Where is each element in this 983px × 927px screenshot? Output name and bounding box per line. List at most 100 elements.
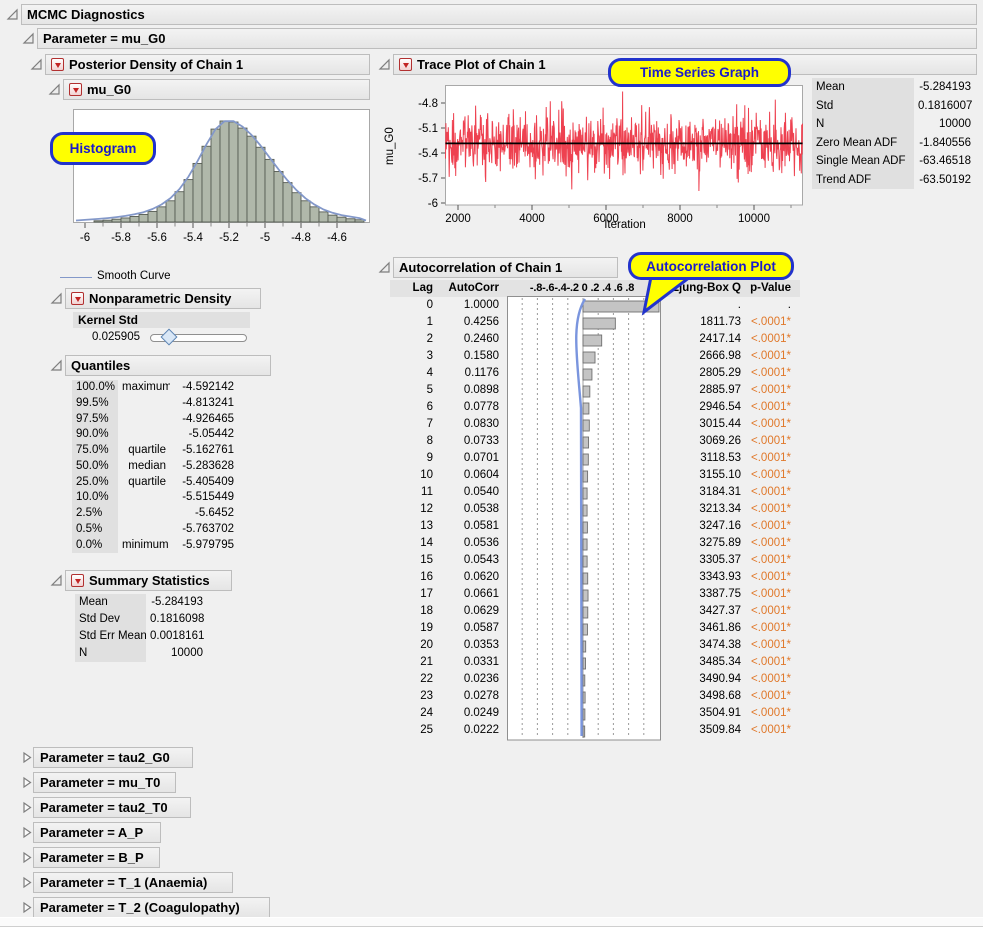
stat-label: Std	[812, 96, 914, 115]
section-header-nonparametric-density[interactable]: Nonparametric Density	[65, 288, 261, 309]
quantile-label	[118, 412, 170, 428]
disclosure-icon[interactable]	[50, 359, 63, 372]
section-header-mcmc-diagnostics[interactable]: MCMC Diagnostics	[21, 4, 977, 25]
p-value: <.0001*	[751, 724, 791, 736]
section-header-mu-g0[interactable]: mu_G0	[63, 79, 370, 100]
quantile-value: -5.405409	[182, 475, 234, 488]
p-value: <.0001*	[751, 384, 791, 396]
trace-y-axis-label: mu_G0	[384, 127, 396, 165]
p-value: .	[787, 299, 791, 311]
quantile-label: quartile	[128, 475, 166, 488]
column-header-lag: Lag	[412, 282, 433, 294]
quantile-label: quartile	[128, 444, 166, 456]
autocorr-value: 0.0353	[463, 639, 499, 651]
p-value: <.0001*	[751, 656, 791, 668]
collapsed-parameter-header[interactable]: Parameter = mu_T0	[33, 772, 176, 793]
table-row: 90.0% -5.05442	[72, 427, 238, 443]
stat-value: -63.46518	[919, 155, 971, 167]
table-row: Std Dev 0.1816098	[75, 611, 207, 628]
disclosure-icon[interactable]	[48, 83, 61, 96]
table-row: 97.5% -4.926465	[72, 411, 238, 428]
callout-label: Histogram	[69, 141, 137, 156]
svg-text:-4.6: -4.6	[327, 232, 347, 244]
stat-label: Mean	[75, 594, 146, 611]
table-row: Std Err Mean 0.0018161	[75, 628, 207, 645]
disclosure-icon[interactable]	[50, 292, 63, 305]
stat-value: 0.1816098	[150, 613, 205, 625]
section-header-quantiles[interactable]: Quantiles	[65, 355, 271, 376]
table-row: 10.0% -5.515449	[72, 490, 238, 506]
p-value: <.0001*	[751, 435, 791, 447]
disclosure-icon[interactable]	[6, 8, 19, 21]
svg-text:2000: 2000	[445, 213, 471, 225]
disclosure-icon-collapsed[interactable]	[20, 826, 33, 839]
ljung-box-q-value: 3509.84	[699, 724, 741, 736]
kernel-std-slider-track[interactable]	[150, 334, 247, 342]
lag-value: 3	[426, 350, 433, 362]
histogram-plot[interactable]: -6 -5.8 -5.6 -5.4 -5.2 -5 -4.8 -4.6	[73, 109, 370, 254]
section-header-posterior-density[interactable]: Posterior Density of Chain 1	[45, 54, 370, 75]
lag-value: 5	[426, 384, 433, 396]
lag-value: 18	[420, 605, 433, 617]
table-row: 0.5% -5.763702	[72, 521, 238, 538]
disclosure-icon[interactable]	[378, 58, 391, 71]
disclosure-icon-collapsed[interactable]	[20, 876, 33, 889]
ljung-box-q-value: 3490.94	[699, 673, 741, 685]
p-value: <.0001*	[751, 571, 791, 583]
p-value: <.0001*	[751, 673, 791, 685]
collapsed-parameter-header[interactable]: Parameter = T_2 (Coagulopathy)	[33, 897, 270, 918]
collapsed-parameter-header[interactable]: Parameter = A_P	[33, 822, 161, 843]
p-value: <.0001*	[751, 622, 791, 634]
collapsed-parameter-header[interactable]: Parameter = T_1 (Anaemia)	[33, 872, 233, 893]
svg-text:6000: 6000	[593, 213, 619, 225]
svg-text:10000: 10000	[738, 213, 770, 225]
collapsed-parameter-header[interactable]: Parameter = tau2_T0	[33, 797, 191, 818]
disclosure-icon-collapsed[interactable]	[20, 751, 33, 764]
kernel-std-slider-thumb[interactable]	[160, 328, 178, 346]
table-row: N 10000	[812, 115, 975, 134]
disclosure-icon[interactable]	[50, 574, 63, 587]
red-triangle-menu-icon[interactable]	[51, 58, 64, 71]
stat-label: Single Mean ADF	[812, 152, 914, 171]
disclosure-icon[interactable]	[30, 58, 43, 71]
svg-text:-5.1: -5.1	[418, 123, 438, 135]
disclosure-icon[interactable]	[378, 261, 391, 274]
autocorr-value: 0.0538	[463, 503, 499, 515]
collapsed-parameter-header[interactable]: Parameter = B_P	[33, 847, 160, 868]
red-triangle-menu-icon[interactable]	[71, 292, 84, 305]
section-header-summary-statistics[interactable]: Summary Statistics	[65, 570, 232, 591]
stat-label: Std Dev	[75, 611, 146, 628]
p-value: <.0001*	[751, 690, 791, 702]
p-value: <.0001*	[751, 537, 791, 549]
quantile-percent: 100.0%	[72, 380, 118, 396]
stat-value: -1.840556	[919, 136, 971, 149]
p-value: <.0001*	[751, 707, 791, 719]
trace-plot[interactable]: -4.8 -5.1 -5.4 -5.7 -6 2000 4000 6000 8000 10000	[390, 85, 810, 227]
autocorrelation-callout: Autocorrelation Plot	[628, 252, 794, 280]
red-triangle-menu-icon[interactable]	[399, 58, 412, 71]
disclosure-icon[interactable]	[22, 32, 35, 45]
quantile-percent: 2.5%	[72, 506, 118, 522]
ljung-box-q-value: 2946.54	[699, 401, 741, 413]
section-title: Parameter = tau2_G0	[40, 750, 170, 765]
table-row: Std 0.1816007	[812, 96, 975, 115]
ljung-box-q-value: 3155.10	[699, 469, 741, 481]
autocorrelation-plot[interactable]	[507, 296, 661, 742]
lag-value: 7	[426, 418, 433, 430]
quantile-label	[118, 522, 170, 538]
red-triangle-menu-icon[interactable]	[69, 83, 82, 96]
quantiles-table: 100.0% maximum -4.592142 99.5% -4.813241 97.5…	[72, 380, 238, 554]
kernel-std-label: Kernel Std	[73, 312, 250, 328]
red-triangle-menu-icon[interactable]	[71, 574, 84, 587]
collapsed-parameter-header[interactable]: Parameter = tau2_G0	[33, 747, 193, 768]
section-header-autocorrelation[interactable]: Autocorrelation of Chain 1	[393, 257, 618, 278]
table-row: 23 0.0278 3498.68 <.0001*	[390, 688, 800, 705]
histogram-callout: Histogram	[50, 132, 156, 165]
ljung-box-q-value: 3485.34	[699, 656, 741, 668]
disclosure-icon-collapsed[interactable]	[20, 901, 33, 914]
disclosure-icon-collapsed[interactable]	[20, 801, 33, 814]
section-title: Parameter = tau2_T0	[40, 800, 168, 815]
disclosure-icon-collapsed[interactable]	[20, 851, 33, 864]
disclosure-icon-collapsed[interactable]	[20, 776, 33, 789]
section-header-parameter-mu-g0[interactable]: Parameter = mu_G0	[37, 28, 977, 49]
